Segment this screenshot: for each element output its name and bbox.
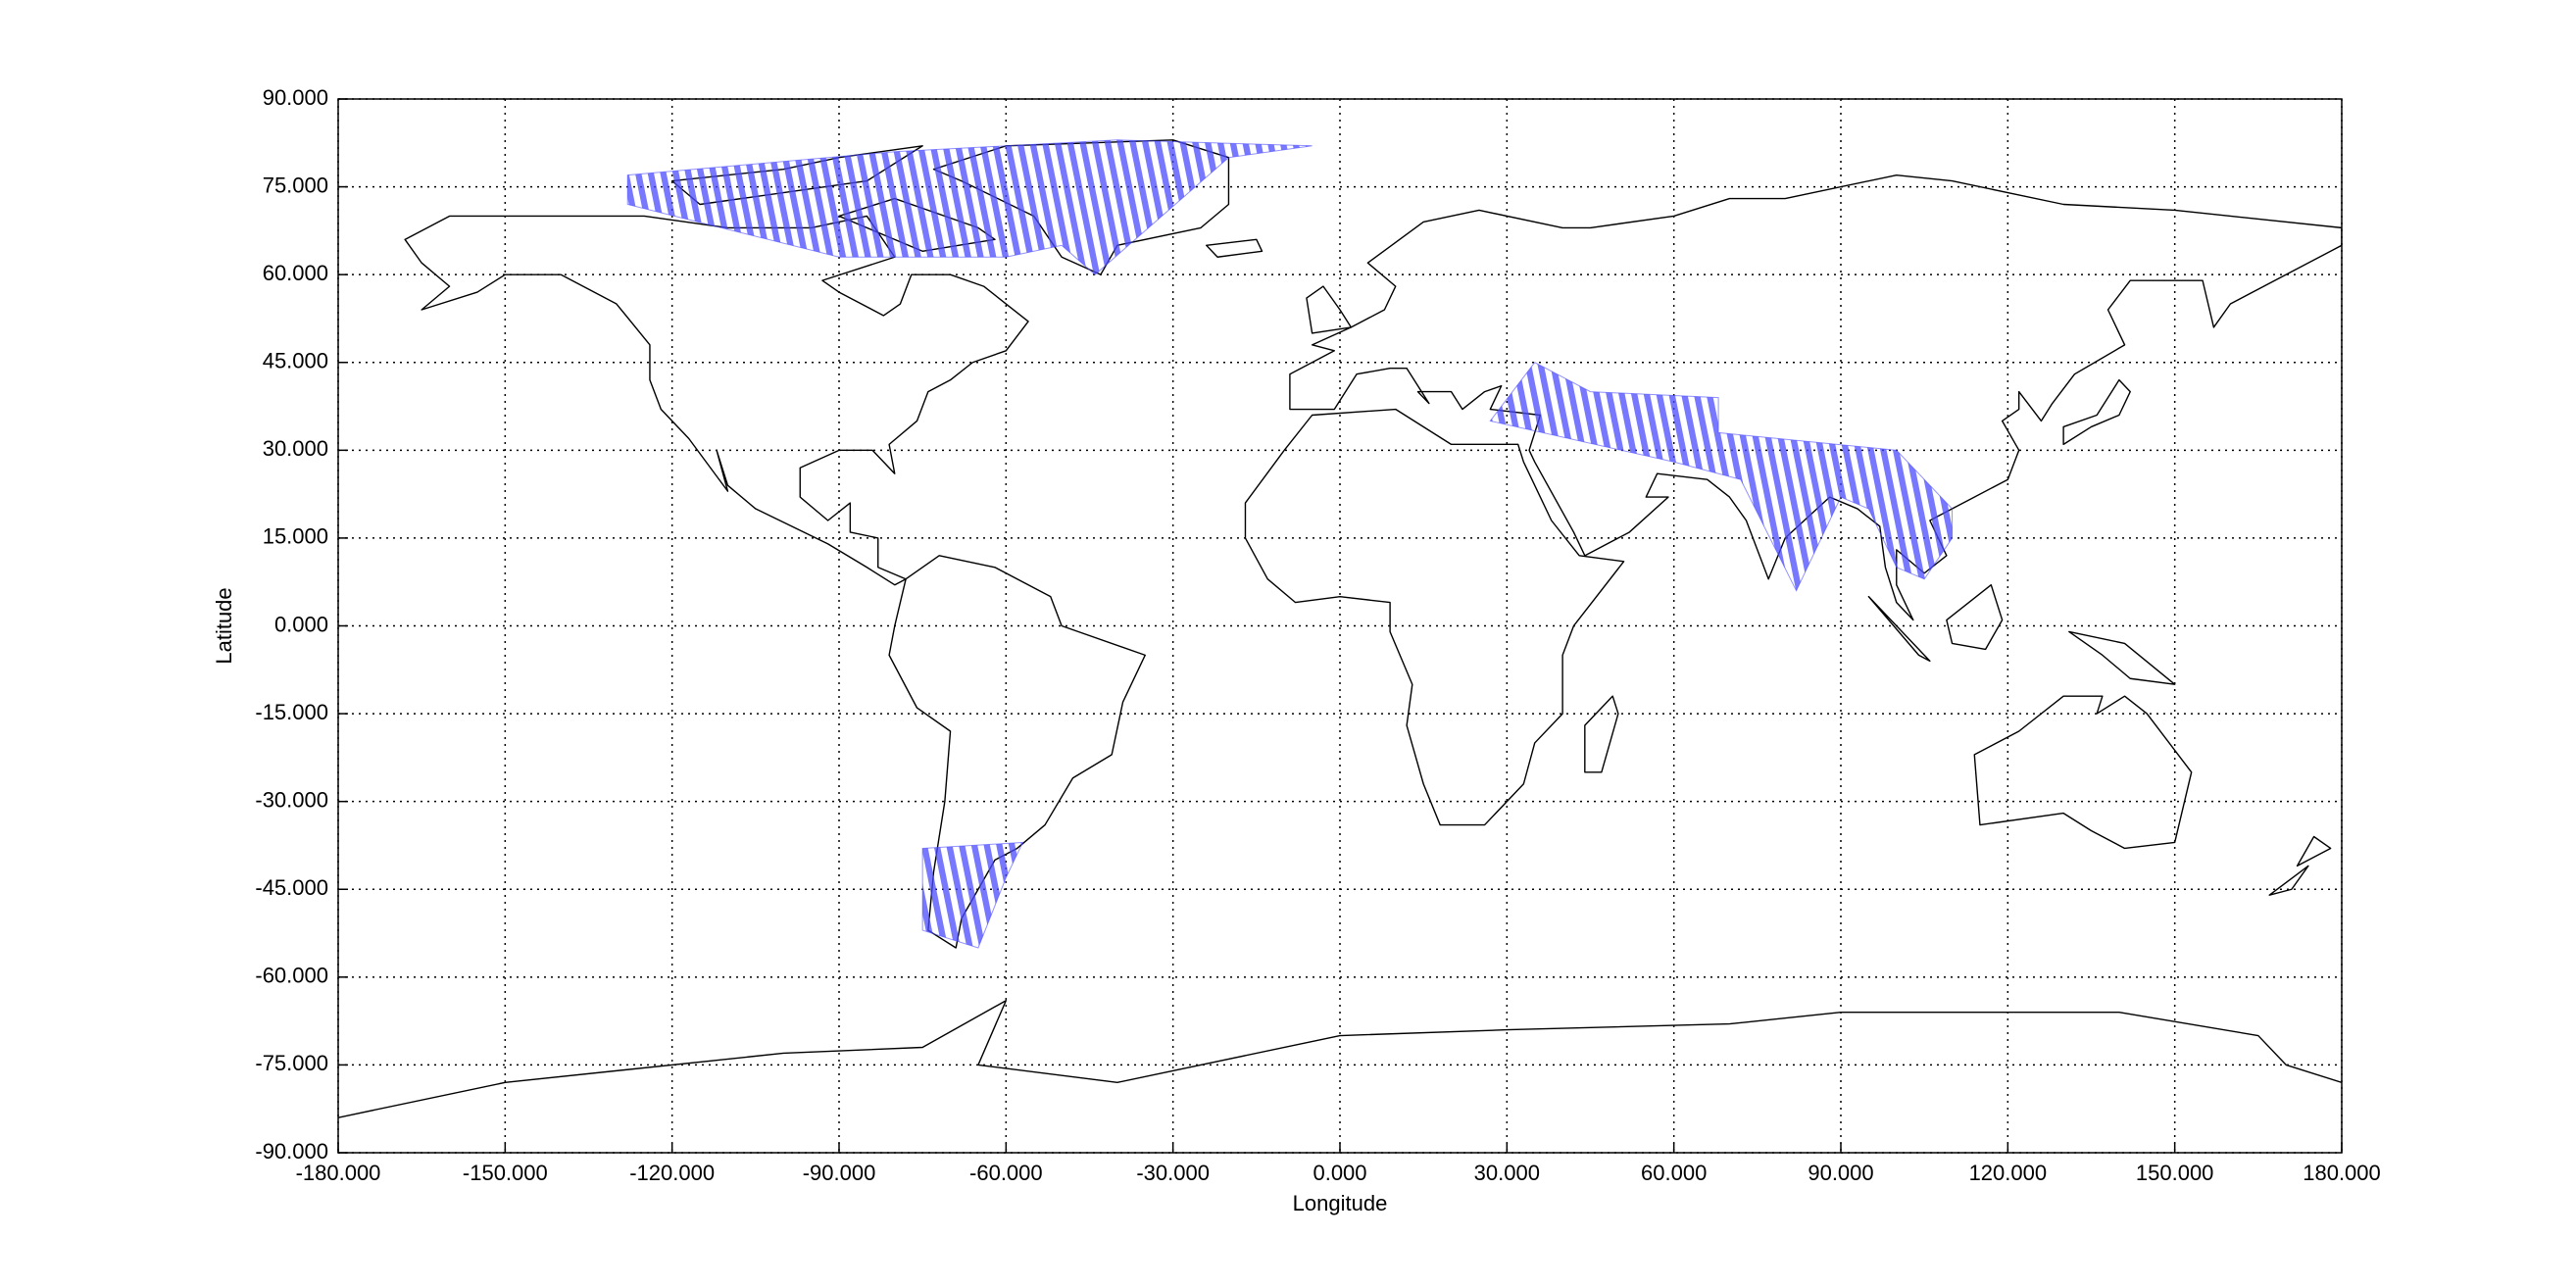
- y-tick-label: 60.000: [263, 261, 328, 285]
- y-tick-label: 45.000: [263, 349, 328, 373]
- new-guinea: [2069, 631, 2175, 684]
- antarctica: [338, 1001, 2342, 1117]
- australia: [1974, 696, 2191, 848]
- x-axis-label: Longitude: [1293, 1191, 1388, 1215]
- x-tick-label: -60.000: [969, 1161, 1043, 1185]
- x-tick-label: -90.000: [803, 1161, 876, 1185]
- swaths: [627, 140, 1952, 948]
- new-zealand: [2269, 837, 2330, 896]
- x-tick-label: -180.000: [296, 1161, 381, 1185]
- north-america: [405, 216, 1028, 584]
- y-tick-label: -90.000: [255, 1139, 328, 1164]
- y-tick-label: 30.000: [263, 436, 328, 461]
- swath-patagonia: [922, 842, 1022, 948]
- iceland: [1207, 239, 1263, 257]
- x-tick-label: 90.000: [1808, 1161, 1873, 1185]
- x-tick-label: -30.000: [1136, 1161, 1210, 1185]
- y-tick-label: -15.000: [255, 700, 328, 724]
- y-tick-label: 75.000: [263, 173, 328, 197]
- x-tick-label: 30.000: [1474, 1161, 1540, 1185]
- geo-layer: [338, 140, 2342, 1117]
- x-tick-label: -120.000: [629, 1161, 715, 1185]
- x-tick-label: 0.000: [1313, 1161, 1366, 1185]
- y-axis-label: Latitude: [212, 587, 236, 664]
- x-tick-label: 180.000: [2303, 1161, 2381, 1185]
- great-britain: [1307, 286, 1351, 333]
- y-tick-label: -30.000: [255, 787, 328, 812]
- y-tick-label: 90.000: [263, 85, 328, 110]
- borneo: [1947, 585, 2003, 650]
- map-area: [338, 140, 2342, 1117]
- japan: [2063, 380, 2130, 445]
- eurasia: [1290, 175, 2342, 620]
- y-tick-label: 0.000: [274, 612, 328, 636]
- swath-asia: [1490, 363, 1952, 591]
- x-tick-label: 60.000: [1641, 1161, 1707, 1185]
- madagascar: [1585, 696, 1618, 772]
- y-tick-label: -75.000: [255, 1051, 328, 1075]
- y-tick-label: -45.000: [255, 875, 328, 900]
- sumatra: [1868, 597, 1929, 662]
- africa: [1245, 410, 1623, 825]
- x-tick-label: 120.000: [1969, 1161, 2048, 1185]
- x-tick-label: 150.000: [2136, 1161, 2214, 1185]
- x-tick-label: -150.000: [463, 1161, 548, 1185]
- y-tick-label: 15.000: [263, 524, 328, 549]
- swath-arctic: [627, 140, 1312, 274]
- grid: [337, 98, 2343, 1154]
- coastlines: [338, 140, 2342, 1117]
- y-tick-label: -60.000: [255, 964, 328, 988]
